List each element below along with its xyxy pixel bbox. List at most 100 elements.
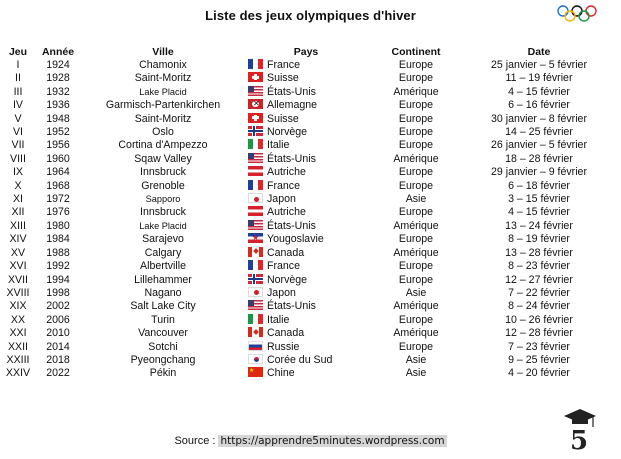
cell-jeu: XIII [10,219,26,232]
cell-continent: Europe [398,166,434,179]
cell-pays: Allemagne [242,97,370,112]
header-pays: Pays [293,46,319,58]
cell-jeu: V [14,112,22,125]
cell-ville: Cortina d'Ampezzo [118,139,208,152]
cell-pays: Autriche [242,206,370,219]
cell-ville: Oslo [152,126,174,139]
cell-date: 6 – 18 février [508,179,570,192]
cell-pays: Autriche [242,166,370,179]
cell-date: 9 – 25 février [508,353,570,366]
cell-jeu: XII [11,206,25,219]
source-line: Source : https://apprendre5minutes.wordp… [0,435,621,447]
table-row: XII 1976 Innsbruck Autriche Europe 4 – 15 fév… [4,206,616,219]
cell-continent: Asie [405,353,427,366]
cell-pays: Suisse [242,72,370,85]
cell-date: 25 janvier – 5 février [491,59,587,71]
cell-annee: 1972 [46,193,70,206]
table-row: XXI 2010 Vancouver Canada Amérique 12 – 28 fé… [4,327,616,340]
country-name: Norvège [267,273,308,286]
country-name: Corée du Sud [267,353,333,366]
header-annee: Année [41,46,75,58]
cell-pays: Chine [242,365,370,380]
cell-jeu: XXIII [6,353,30,366]
cell-date: 8 – 19 février [508,233,570,246]
cell-jeu: IV [12,99,23,112]
country-name: Autriche [267,166,306,179]
cell-jeu: XXIV [5,367,31,380]
cell-date: 7 – 22 février [508,286,570,299]
cell-date: 30 janvier – 8 février [491,112,587,125]
country-name: Italie [267,313,290,326]
table-row: VII 1956 Cortina d'Ampezzo Italie Europe 26 j… [4,139,616,152]
cell-jeu: XI [12,193,23,206]
cell-continent: Asie [405,286,427,299]
table-row: XVII 1994 Lillehammer Norvège Europe 12 – 27 … [4,273,616,287]
cell-continent: Europe [398,206,434,219]
cell-date: 26 janvier – 5 février [491,139,587,152]
cell-annee: 2018 [46,353,70,366]
cell-ville: Nagano [144,286,182,299]
cell-annee: 2002 [46,300,70,313]
cell-continent: Asie [405,367,427,380]
table-row: II 1928 Saint-Moritz Suisse Europe 11 – 19 fé… [4,72,616,85]
flag-de-icon [248,97,263,111]
cell-ville: Innsbruck [140,166,186,179]
country-name: France [267,179,300,192]
cell-date: 10 – 26 février [505,313,573,326]
cell-pays: Suisse [242,112,370,126]
cell-jeu: XVIII [6,286,30,299]
cell-date: 8 – 23 février [508,260,570,273]
cell-date: 7 – 23 février [508,340,570,353]
cell-continent: Europe [398,59,434,71]
cell-ville: Sotchi [148,340,178,353]
flag-us-icon [248,152,263,163]
country-name: États-Unis [267,219,316,232]
flag-fr-icon [248,179,263,190]
flag-at-icon [248,206,263,217]
source-link[interactable]: https://apprendre5minutes.wordpress.com [218,435,447,447]
flag-it-icon [248,313,263,324]
table-row: VI 1952 Oslo Norvège Europe 14 – 25 février [4,126,616,139]
cell-pays: France [242,59,370,72]
cell-jeu: XIX [9,300,27,313]
cell-pays: Corée du Sud [242,353,370,367]
cell-continent: Amérique [393,219,439,232]
table-row: XVIII 1998 Nagano Japon Asie 7 – 22 février [4,286,616,300]
cell-date: 12 – 27 février [505,273,573,286]
svg-text:5: 5 [570,426,588,451]
country-name: Norvège [267,126,308,139]
table-row: IX 1964 Innsbruck Autriche Europe 29 janvier … [4,166,616,179]
cell-ville: Saint-Moritz [134,112,192,125]
table-header-row: Jeu Année Ville Pays Continent Date [4,45,616,59]
table-row: XIX 2002 Salt Lake City États-Unis Amérique 8… [4,300,616,313]
cell-jeu: VII [11,139,25,152]
flag-cn-icon [248,365,263,378]
cell-pays: France [242,260,370,273]
cell-ville: Albertville [140,260,186,273]
cell-ville: Lake Placid [139,86,187,97]
cell-ville: Grenoble [141,179,185,192]
table-row: X 1968 Grenoble France Europe 6 – 18 février [4,179,616,193]
cell-jeu: X [14,179,22,192]
cell-continent: Europe [398,126,434,139]
cell-jeu: VIII [10,152,26,165]
flag-jp-icon [248,193,263,204]
cell-continent: Europe [398,313,434,326]
flag-fr-icon [248,59,263,69]
cell-ville: Saint-Moritz [134,72,192,85]
cell-pays: États-Unis [242,85,370,99]
header-ville: Ville [152,46,174,58]
cell-date: 13 – 24 février [505,219,573,232]
table-row: XXIV 2022 Pékin Chine Asie 4 – 20 février [4,365,616,380]
cell-annee: 1956 [46,139,70,152]
cell-annee: 2014 [46,340,70,353]
cell-continent: Europe [398,99,434,112]
cell-ville: Pékin [149,367,177,380]
cell-date: 29 janvier – 9 février [491,166,587,179]
flag-it-icon [248,139,263,150]
country-name: France [267,59,300,71]
flag-ch-icon [248,72,263,83]
cell-annee: 1948 [46,112,70,125]
cell-pays: Canada [242,327,370,340]
header-continent: Continent [391,46,441,58]
